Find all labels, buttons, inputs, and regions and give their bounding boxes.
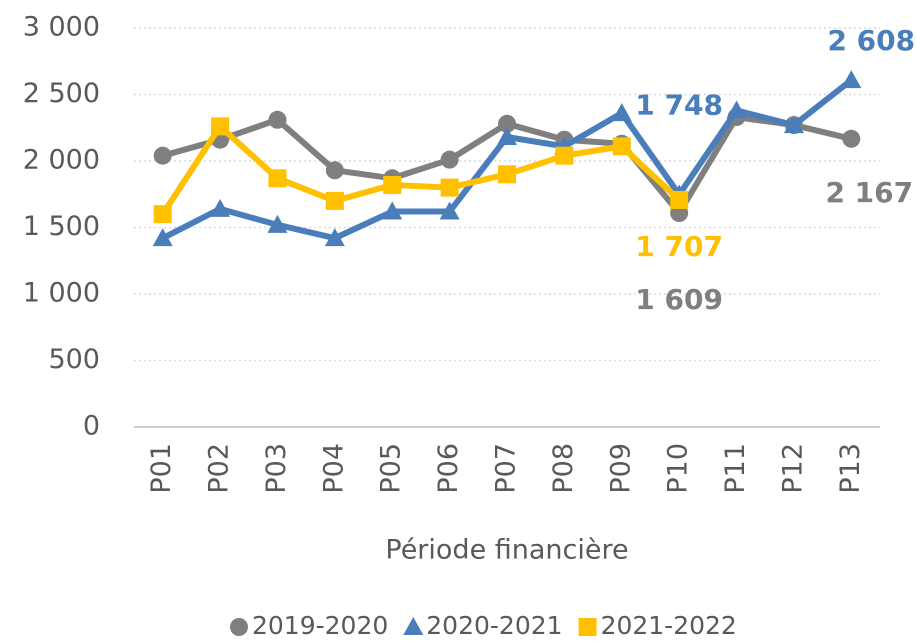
- marker: [153, 205, 172, 224]
- legend-label: 2020-2021: [426, 611, 562, 640]
- x-tick-label: P13: [835, 443, 866, 494]
- marker: [325, 161, 344, 180]
- x-tick-label: P06: [433, 443, 464, 494]
- legend-label: 2019-2020: [252, 611, 388, 640]
- marker: [842, 129, 861, 148]
- marker: [153, 146, 172, 165]
- x-tick-label: P09: [605, 443, 636, 494]
- data-label: 2 167: [825, 176, 913, 209]
- y-tick-label: 0: [83, 411, 100, 442]
- y-tick-label: 1 000: [23, 278, 100, 309]
- x-tick-label: P02: [204, 443, 235, 494]
- marker: [498, 114, 516, 133]
- marker: [497, 127, 517, 146]
- marker: [268, 169, 287, 188]
- series-line: [160, 123, 682, 216]
- x-tick-label: P11: [720, 443, 751, 494]
- marker: [211, 117, 230, 136]
- marker: [383, 175, 402, 194]
- x-tick-label: P03: [261, 443, 292, 494]
- marker: [152, 228, 173, 247]
- marker: [440, 178, 459, 197]
- x-tick-label: P08: [548, 443, 579, 494]
- data-label: 1 748: [635, 89, 723, 122]
- marker: [612, 137, 631, 156]
- x-tick-label: P04: [318, 443, 349, 494]
- data-label: 1 707: [635, 230, 723, 263]
- marker: [670, 190, 689, 209]
- x-tick-label: P10: [663, 443, 694, 494]
- legend-marker: [403, 617, 424, 635]
- legend-marker: [230, 618, 248, 636]
- marker: [440, 150, 459, 169]
- marker: [498, 165, 516, 184]
- marker: [268, 110, 287, 129]
- marker: [439, 201, 460, 220]
- x-tick-label: P12: [777, 443, 808, 494]
- series-line: [161, 77, 854, 242]
- x-tick-label: P05: [376, 443, 407, 494]
- marker: [611, 103, 632, 122]
- marker: [267, 214, 288, 233]
- x-tick-label: P01: [146, 443, 177, 494]
- x-axis-label: Période financière: [385, 535, 628, 566]
- legend-label: 2021-2022: [601, 611, 737, 640]
- legend: 2019-2020 2020-2021 2021-2022: [230, 611, 737, 640]
- marker: [841, 70, 862, 89]
- y-tick-label: 1 500: [23, 211, 100, 242]
- marker: [555, 146, 574, 165]
- marker: [726, 100, 747, 119]
- legend-marker: [578, 618, 597, 636]
- y-tick-label: 500: [48, 344, 100, 375]
- y-tick-label: 2 000: [23, 145, 100, 176]
- marker: [382, 201, 403, 220]
- marker: [783, 115, 804, 134]
- y-tick-label: 2 500: [23, 78, 100, 109]
- y-tick-label: 3 000: [23, 12, 100, 43]
- marker: [210, 198, 231, 217]
- data-label: 2 608: [827, 24, 915, 57]
- x-tick-label: P07: [491, 443, 522, 494]
- marker: [325, 191, 344, 210]
- marker: [324, 228, 345, 247]
- data-label: 1 609: [635, 283, 723, 316]
